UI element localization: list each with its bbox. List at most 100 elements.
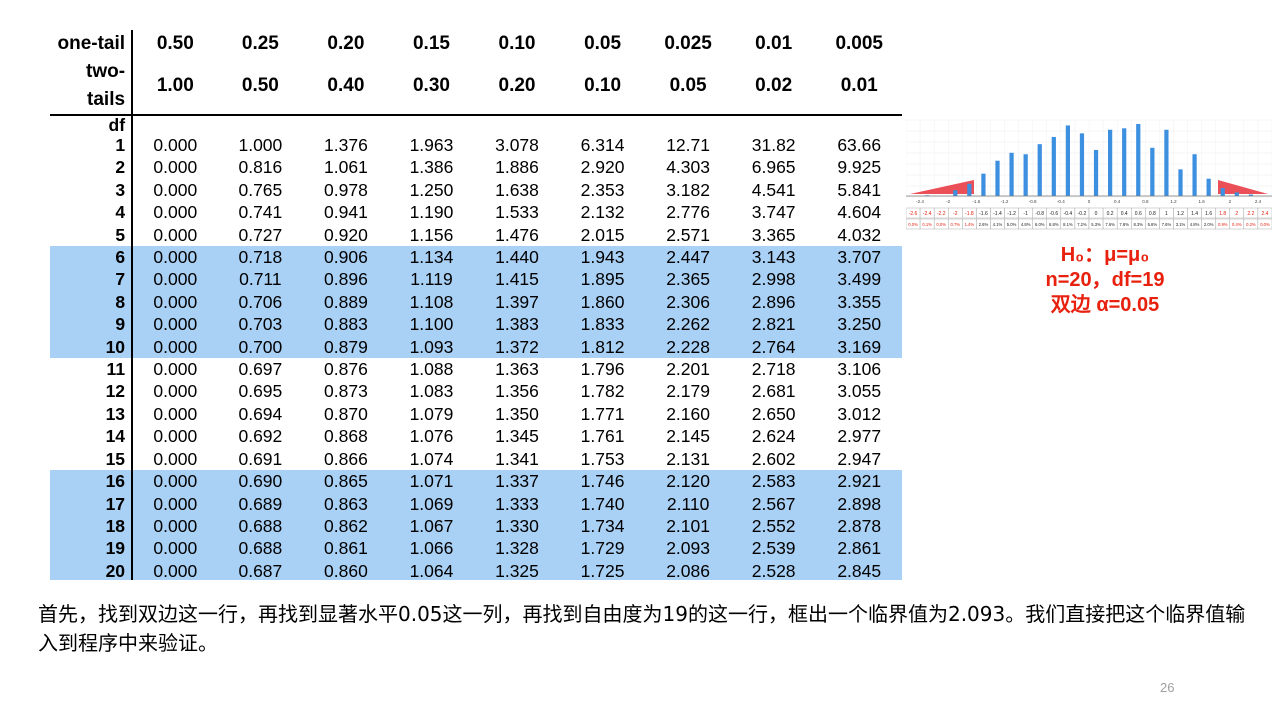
table-row: 14 0.000 0.692 0.868 1.076 1.345 1.761 2.145 2.6… xyxy=(50,425,902,448)
axis-tick-label: 0 xyxy=(1088,199,1091,204)
critical-value: 1.071 xyxy=(388,470,475,493)
critical-value: 63.66 xyxy=(837,135,882,155)
t-value-label: 2 xyxy=(1235,211,1238,217)
critical-value: 1.156 xyxy=(409,224,454,245)
critical-value: 2.896 xyxy=(730,290,817,314)
distribution-bar xyxy=(1023,154,1028,196)
critical-value: 2.776 xyxy=(666,202,710,223)
critical-value: 1.740 xyxy=(559,492,646,515)
critical-value: 2.086 xyxy=(645,559,731,580)
t-value-label: 0.4 xyxy=(1121,211,1128,217)
critical-value: 2.552 xyxy=(730,514,817,538)
axis-tick-label: -1.2 xyxy=(1001,199,1009,204)
critical-value: 0.000 xyxy=(153,448,198,469)
critical-value: 2.583 xyxy=(730,470,817,493)
one-tail-alpha: 0.01 xyxy=(755,33,793,54)
critical-value: 0.000 xyxy=(132,514,218,538)
critical-value: 2.624 xyxy=(751,426,796,447)
two-tails-alpha: 0.05 xyxy=(645,58,731,116)
critical-value: 0.868 xyxy=(324,426,368,447)
critical-value: 1.771 xyxy=(580,403,625,424)
probability-label: 2.6% xyxy=(979,222,989,227)
distribution-bar xyxy=(953,190,958,196)
critical-value: 1.083 xyxy=(409,381,454,402)
critical-value: 1.064 xyxy=(388,559,475,580)
df-value: 8 xyxy=(50,290,134,314)
critical-value: 4.604 xyxy=(837,202,882,223)
axis-tick-label: 0.8 xyxy=(1142,199,1149,204)
critical-value: 0.000 xyxy=(153,403,198,424)
two-tails-alpha: 0.02 xyxy=(730,58,817,116)
probability-label: 0.0% xyxy=(936,222,946,227)
t-value-label: 2.4 xyxy=(1261,211,1268,217)
t-value-label: -0.8 xyxy=(1035,211,1044,217)
critical-value: 1.376 xyxy=(324,135,368,155)
table-row: 16 0.000 0.690 0.865 1.071 1.337 1.746 2.120 2.5… xyxy=(50,470,902,493)
df-value: 2 xyxy=(50,156,134,179)
critical-value: 0.718 xyxy=(217,246,304,269)
critical-value: 1.325 xyxy=(474,559,560,580)
table-row: 4 0.000 0.741 0.941 1.190 1.533 2.132 2.776 3.74… xyxy=(50,201,902,224)
critical-value: 1.397 xyxy=(474,290,560,314)
table-row: 13 0.000 0.694 0.870 1.079 1.350 1.771 2.160 2.6… xyxy=(50,402,902,426)
critical-value: 0.862 xyxy=(303,514,389,538)
header-row-one-tail: one-tail 0.50 0.25 0.20 0.15 0.10 0.05 0.025 0.0… xyxy=(50,30,902,58)
probability-label: 8.3% xyxy=(1133,222,1143,227)
df-value: 11 xyxy=(50,358,134,381)
critical-value: 1.069 xyxy=(388,492,475,515)
critical-value: 1.383 xyxy=(474,313,560,336)
critical-value: 0.876 xyxy=(324,359,368,380)
critical-value: 1.079 xyxy=(409,403,454,424)
critical-value: 2.567 xyxy=(730,492,817,515)
critical-value: 2.528 xyxy=(730,559,817,580)
probability-label: 6.0% xyxy=(1035,222,1045,227)
empty-cell xyxy=(389,115,475,134)
table-row: 17 0.000 0.689 0.863 1.069 1.333 1.740 2.110 2.5… xyxy=(50,492,902,515)
hypothesis-line-2: n=20，df=19 xyxy=(1045,269,1165,291)
df-value: 4 xyxy=(50,201,134,224)
distribution-bar xyxy=(1150,147,1155,196)
axis-tick-label: 2.4 xyxy=(1255,199,1262,204)
critical-value: 2.681 xyxy=(751,381,796,402)
critical-value: 0.695 xyxy=(238,381,283,402)
two-tails-label: two-tails xyxy=(50,58,134,116)
critical-value: 0.000 xyxy=(153,157,198,178)
critical-value: 2.015 xyxy=(580,224,625,245)
table-row: 5 0.000 0.727 0.920 1.156 1.476 2.015 2.571 3.36… xyxy=(50,223,902,247)
critical-value: 3.250 xyxy=(816,313,902,336)
critical-value: 3.012 xyxy=(837,403,882,424)
df-value: 7 xyxy=(50,268,134,291)
one-tail-alpha: 0.50 xyxy=(156,33,194,54)
two-tails-alpha: 0.30 xyxy=(388,58,475,116)
critical-value: 1.066 xyxy=(388,537,475,560)
critical-value: 3.355 xyxy=(816,290,902,314)
critical-value: 1.796 xyxy=(580,359,625,380)
critical-value: 1.337 xyxy=(474,470,560,493)
critical-value: 2.160 xyxy=(666,403,710,424)
critical-value: 2.353 xyxy=(580,179,625,200)
critical-value: 0.688 xyxy=(217,537,304,560)
distribution-bar xyxy=(1093,149,1099,196)
empty-cell xyxy=(560,115,646,134)
critical-value: 1.350 xyxy=(495,403,539,424)
critical-value: 3.707 xyxy=(816,246,902,269)
critical-value: 0.000 xyxy=(153,359,198,380)
t-value-label: 1.6 xyxy=(1205,211,1212,217)
critical-value: 2.093 xyxy=(645,537,731,560)
critical-value: 3.055 xyxy=(837,381,882,402)
critical-value: 2.878 xyxy=(816,514,902,538)
probability-label: 0.7% xyxy=(950,222,960,227)
distribution-bar xyxy=(1122,128,1127,196)
critical-value: 2.821 xyxy=(730,313,817,336)
table-row: 19 0.000 0.688 0.861 1.066 1.328 1.729 2.093 2.5… xyxy=(50,537,902,560)
probability-label: 0.0% xyxy=(1260,222,1270,227)
distribution-bar xyxy=(1192,154,1197,196)
critical-value: 2.101 xyxy=(645,514,731,538)
table-row: 11 0.000 0.697 0.876 1.088 1.363 1.796 2.201 2.7… xyxy=(50,358,902,381)
critical-value: 1.638 xyxy=(495,179,539,200)
df-value: 6 xyxy=(50,246,134,269)
probability-label: 0.0% xyxy=(908,222,918,227)
critical-value: 2.718 xyxy=(751,359,796,380)
critical-value: 0.816 xyxy=(238,157,283,178)
one-tail-alpha: 0.05 xyxy=(584,33,622,54)
